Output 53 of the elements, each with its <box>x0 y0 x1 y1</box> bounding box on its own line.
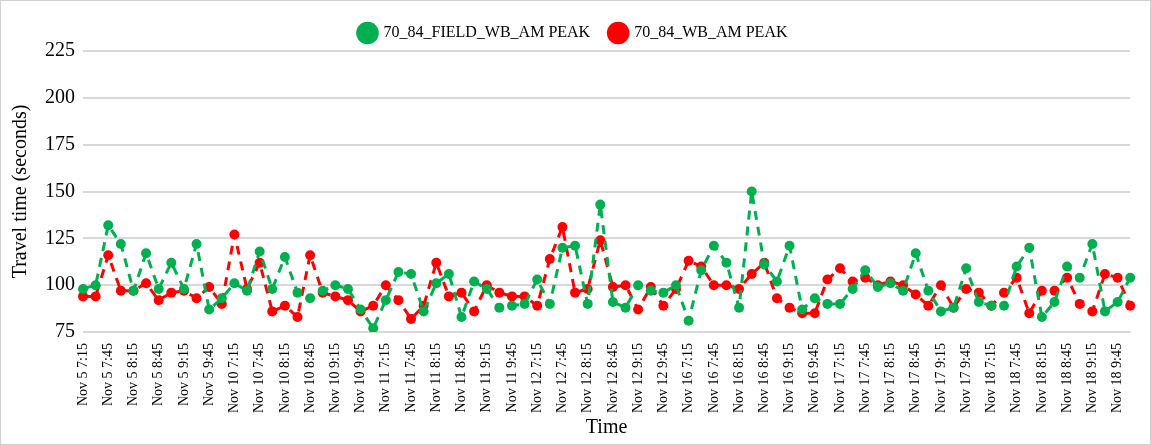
x-tick-label: Nov 18 9:45 <box>1109 343 1125 413</box>
x-tick-label: Nov 17 8:45 <box>907 343 923 413</box>
y-tick-label: 175 <box>45 131 75 154</box>
x-tick-label: Nov 5 8:15 <box>125 343 141 406</box>
x-tick-label: Nov 16 7:45 <box>705 343 721 413</box>
x-tick-label: Nov 17 9:45 <box>957 343 973 413</box>
x-tick-label: Nov 10 8:45 <box>301 343 317 413</box>
x-tick-label: Nov 10 8:15 <box>276 343 292 413</box>
x-axis-title: Time <box>585 415 628 438</box>
x-tick-label: Nov 18 8:45 <box>1058 343 1074 413</box>
x-tick-label: Nov 17 7:45 <box>856 343 872 413</box>
x-tick-label: Nov 16 8:15 <box>730 343 746 413</box>
x-tick-label: Nov 18 8:15 <box>1033 343 1049 413</box>
x-tick-label: Nov 16 9:45 <box>806 343 822 413</box>
x-tick-label: Nov 16 7:15 <box>680 343 696 413</box>
x-tick-label: Nov 12 8:15 <box>579 343 595 413</box>
x-tick-label: Nov 11 7:45 <box>402 343 418 413</box>
x-tick-label: Nov 17 8:15 <box>882 343 898 413</box>
x-tick-label: Nov 17 7:15 <box>831 343 847 413</box>
y-tick-label: 200 <box>45 85 75 108</box>
x-tick-label: Nov 16 9:15 <box>781 343 797 413</box>
x-tick-label: Nov 18 7:15 <box>983 343 999 413</box>
x-tick-label: Nov 12 7:15 <box>528 343 544 413</box>
y-axis-title: Travel time (seconds) <box>8 104 32 279</box>
x-tick-label: Nov 5 7:45 <box>99 343 115 406</box>
y-tick-label: 225 <box>45 38 75 61</box>
x-tick-label: Nov 10 7:45 <box>251 343 267 413</box>
x-tick-label: Nov 12 9:15 <box>629 343 645 413</box>
x-tick-label: Nov 17 9:15 <box>932 343 948 413</box>
y-tick-label: 100 <box>45 272 75 295</box>
x-tick-label: Nov 12 8:45 <box>604 343 620 413</box>
x-tick-label: Nov 5 7:15 <box>74 343 90 406</box>
x-tick-label: Nov 10 9:15 <box>327 343 343 413</box>
x-tick-label: Nov 16 8:45 <box>755 343 771 413</box>
y-tick-label: 125 <box>45 225 75 248</box>
y-tick-label: 150 <box>45 178 75 201</box>
x-tick-label: Nov 11 9:15 <box>478 343 494 413</box>
x-tick-label: Nov 11 7:15 <box>377 343 393 413</box>
x-tick-label: Nov 10 7:15 <box>226 343 242 413</box>
x-tick-label: Nov 5 9:15 <box>175 343 191 406</box>
x-tick-label: Nov 18 9:15 <box>1084 343 1100 413</box>
x-tick-label: Nov 12 9:45 <box>655 343 671 413</box>
y-tick-label: 75 <box>55 319 75 342</box>
legend-label: 70_84_FIELD_WB_AM PEAK <box>383 23 591 41</box>
x-tick-label: Nov 11 8:45 <box>453 343 469 413</box>
x-tick-label: Nov 12 7:45 <box>554 343 570 413</box>
x-tick-label: Nov 11 9:45 <box>503 343 519 413</box>
x-tick-label: Nov 5 8:45 <box>150 343 166 406</box>
legend-label: 70_84_WB_AM PEAK <box>634 23 788 41</box>
x-tick-label: Nov 18 7:45 <box>1008 343 1024 413</box>
x-tick-label: Nov 11 8:15 <box>427 343 443 413</box>
x-tick-label: Nov 10 9:45 <box>352 343 368 413</box>
x-tick-label: Nov 5 9:45 <box>200 343 216 406</box>
